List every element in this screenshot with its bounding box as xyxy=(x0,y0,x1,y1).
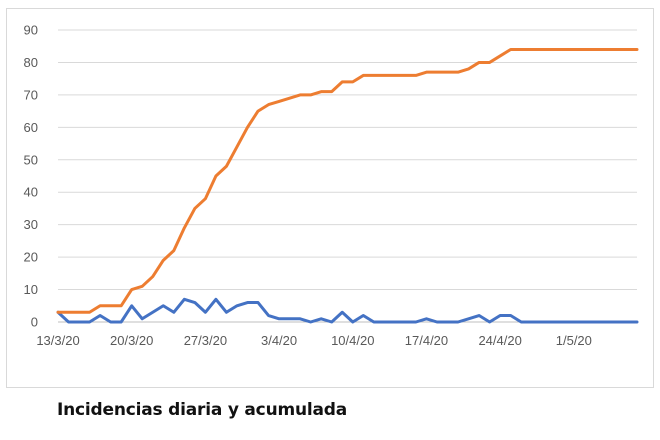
series-lines xyxy=(56,47,639,324)
x-tick-label: 20/3/20 xyxy=(110,333,153,348)
chart-frame xyxy=(6,8,654,388)
x-tick-label: 1/5/20 xyxy=(556,333,592,348)
x-tick-label: 17/4/20 xyxy=(405,333,448,348)
y-tick-label: 20 xyxy=(24,250,38,265)
y-tick-label: 10 xyxy=(24,282,38,297)
y-tick-label: 60 xyxy=(24,120,38,135)
line-chart: 0 10 20 30 40 50 60 70 80 90 13/3/20 20/3/20 27/3/2… xyxy=(24,23,639,348)
x-tick-label: 3/4/20 xyxy=(261,333,297,348)
series-line-2 xyxy=(56,47,639,314)
chart-caption: Incidencias diaria y acumulada xyxy=(57,400,348,420)
series-line-1 xyxy=(56,297,639,324)
y-tick-label: 30 xyxy=(24,217,38,232)
x-axis-tick-labels: 13/3/20 20/3/20 27/3/20 3/4/20 10/4/20 17/4/2… xyxy=(36,333,592,348)
x-tick-label: 24/4/20 xyxy=(478,333,521,348)
y-axis-tick-labels: 0 10 20 30 40 50 60 70 80 90 xyxy=(24,23,38,330)
gridlines xyxy=(58,29,637,291)
x-tick-label: 13/3/20 xyxy=(36,333,79,348)
x-tick-label: 27/3/20 xyxy=(184,333,227,348)
y-tick-label: 40 xyxy=(24,185,38,200)
y-tick-label: 90 xyxy=(24,23,38,38)
y-tick-label: 70 xyxy=(24,87,38,102)
y-tick-label: 80 xyxy=(24,55,38,70)
y-tick-label: 0 xyxy=(31,315,38,330)
y-tick-label: 50 xyxy=(24,152,38,167)
x-tick-label: 10/4/20 xyxy=(331,333,374,348)
